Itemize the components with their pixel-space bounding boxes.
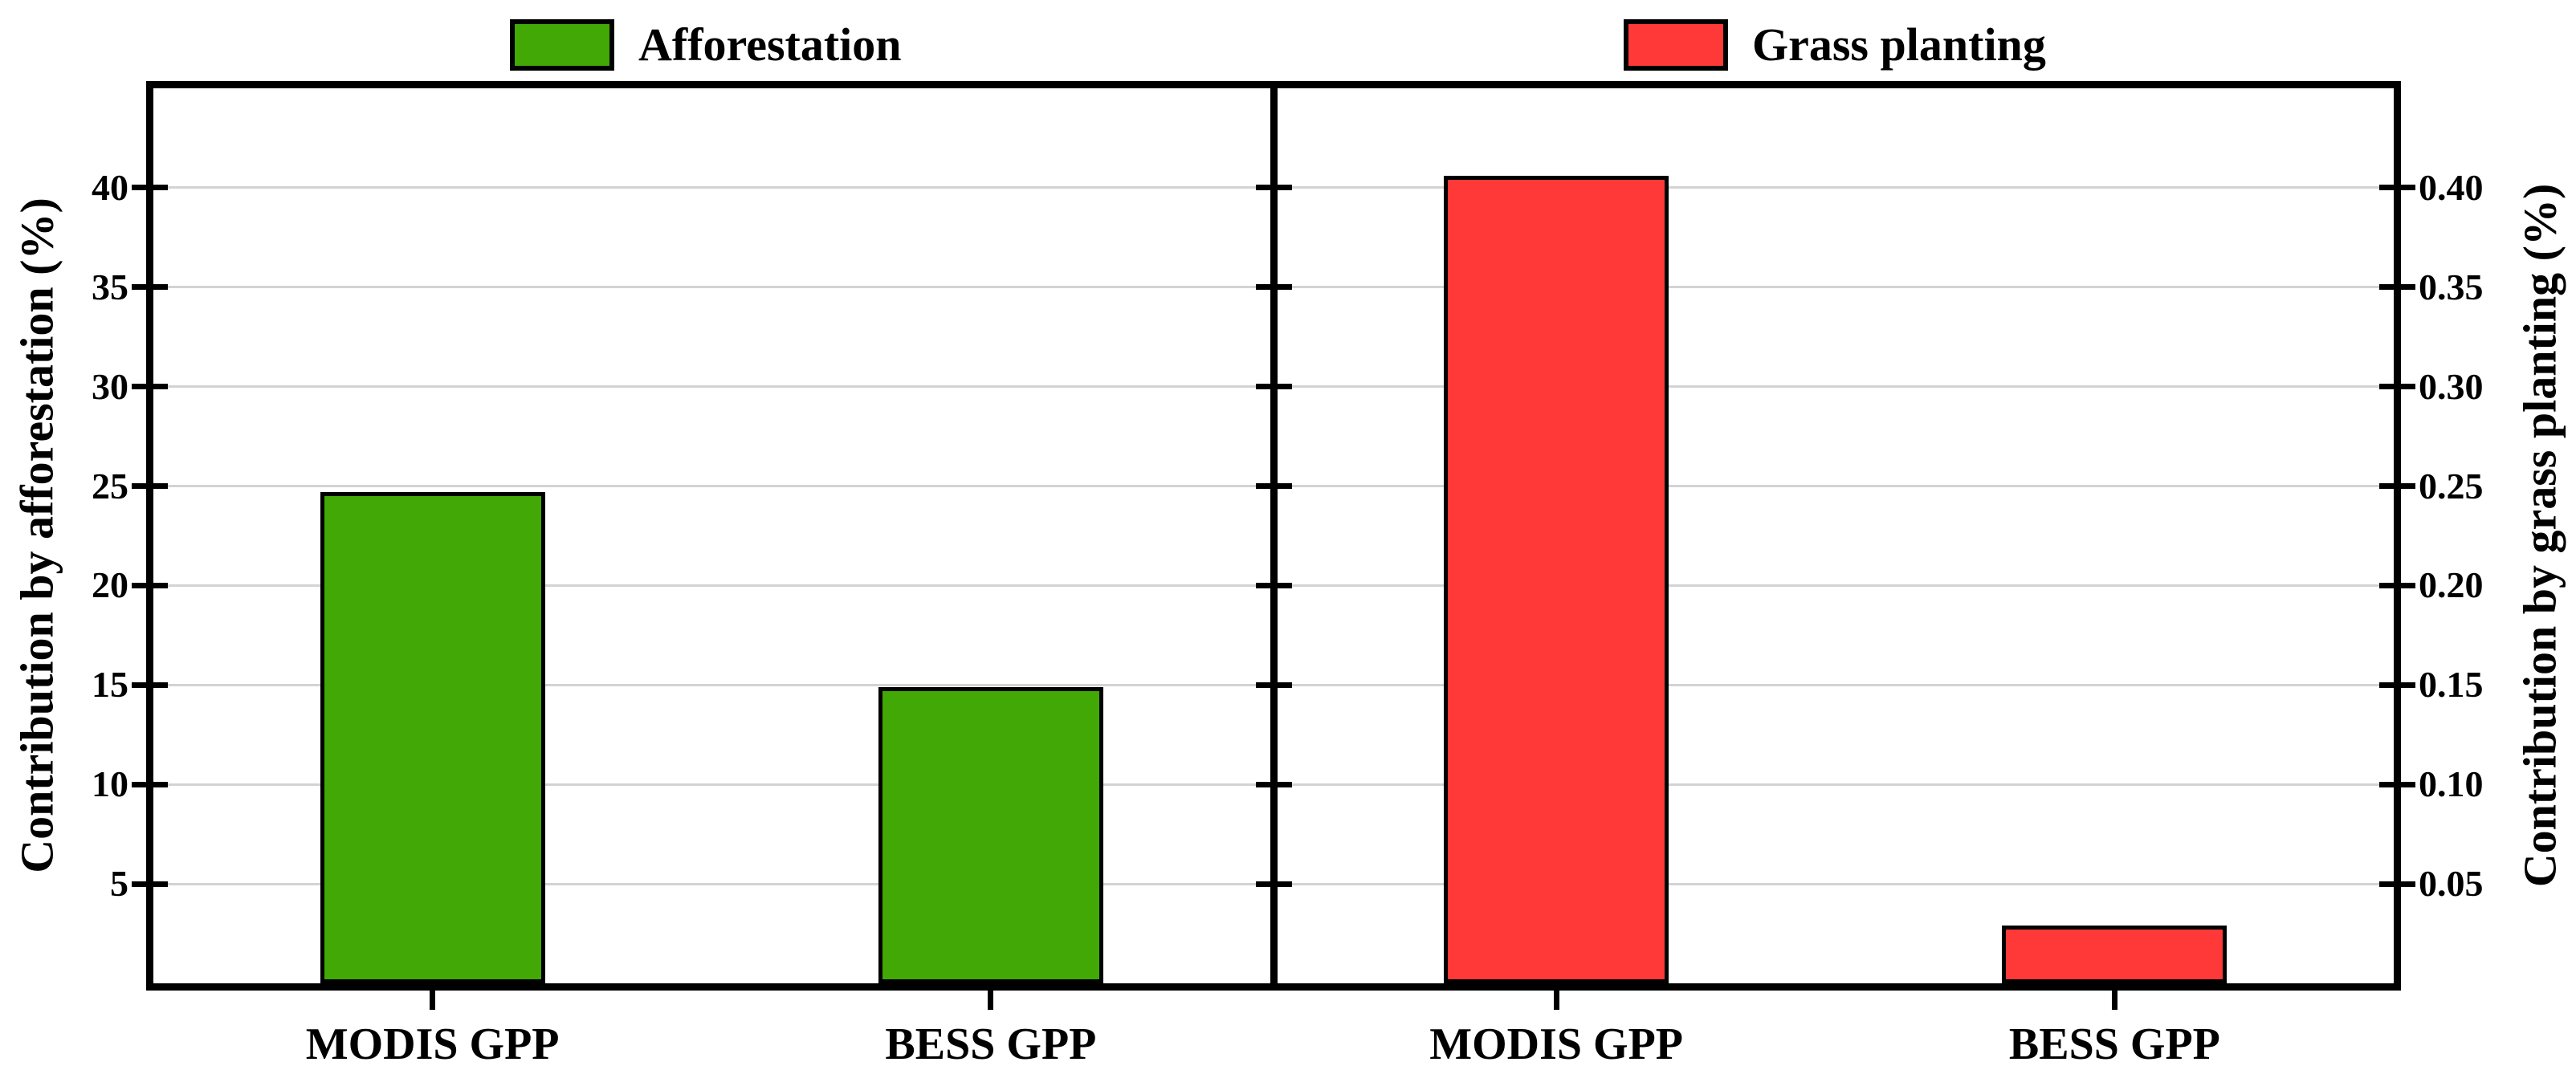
right-spine-tick xyxy=(2379,185,2415,191)
y-tick-label-left: 5 xyxy=(110,863,128,905)
right-spine-tick xyxy=(2379,781,2415,787)
divider-tick xyxy=(1255,682,1292,688)
y-tick-label-left: 40 xyxy=(92,166,128,208)
left-spine-tick xyxy=(132,582,168,588)
left-spine-tick xyxy=(132,781,168,787)
left-spine-tick xyxy=(132,483,168,490)
x-tick-mark xyxy=(430,983,436,1010)
x-tick-mark xyxy=(1553,983,1559,1010)
y-tick-label-right: 0.35 xyxy=(2419,266,2484,307)
right-spine-tick xyxy=(2379,384,2415,390)
legend-afforestation: Afforestation xyxy=(510,14,902,75)
left-spine-tick xyxy=(132,384,168,390)
x-label-modis-gpp: MODIS GPP xyxy=(1429,1019,1683,1066)
x-tick-mark xyxy=(2111,983,2117,1010)
y-tick-label-left: 15 xyxy=(92,664,128,706)
left-spine-tick xyxy=(132,185,168,191)
plot-area: 5 10 15 20 25 30 35 40 MODIS GPP BESS GPP 0.05 0.10… xyxy=(92,81,2484,1066)
left-spine-tick xyxy=(132,682,168,688)
y-tick-label-right: 0.15 xyxy=(2419,664,2484,706)
y-tick-label-left: 20 xyxy=(92,564,128,606)
divider-tick xyxy=(1255,384,1292,390)
divider-tick xyxy=(1255,881,1292,887)
y-tick-label-right: 0.20 xyxy=(2419,564,2484,606)
divider-tick xyxy=(1255,781,1292,787)
divider-tick xyxy=(1255,284,1292,291)
y-tick-label-right: 0.30 xyxy=(2419,365,2484,407)
y-tick-label-left: 25 xyxy=(92,465,128,507)
bar-afforestation-bess-gpp xyxy=(878,686,1103,983)
divider-tick xyxy=(1255,582,1292,588)
y-tick-label-right: 0.40 xyxy=(2419,166,2484,208)
bar-afforestation-modis-gpp xyxy=(320,492,545,983)
right-spine-tick xyxy=(2379,682,2415,688)
legend-label-grass-planting: Grass planting xyxy=(1752,18,2046,71)
divider-tick xyxy=(1255,483,1292,490)
y-tick-label-left: 35 xyxy=(92,266,128,307)
x-label-bess-gpp: BESS GPP xyxy=(885,1019,1097,1066)
bar-grass-planting-bess-gpp xyxy=(2002,926,2228,983)
x-label-modis-gpp: MODIS GPP xyxy=(305,1019,560,1066)
divider-tick xyxy=(1255,185,1292,191)
y-tick-label-right: 0.10 xyxy=(2419,763,2484,805)
x-tick-mark xyxy=(988,983,994,1010)
legend-grass-planting: Grass planting xyxy=(1624,14,2046,75)
x-label-bess-gpp: BESS GPP xyxy=(2008,1019,2220,1066)
legend-label-afforestation: Afforestation xyxy=(638,18,902,71)
left-spine-tick xyxy=(132,881,168,887)
bar-grass-planting-modis-gpp xyxy=(1444,176,1669,983)
right-spine-tick xyxy=(2379,881,2415,887)
right-spine-tick xyxy=(2379,483,2415,490)
y-tick-label-right: 0.05 xyxy=(2419,863,2484,905)
y-tick-label-left: 10 xyxy=(92,763,128,805)
right-spine-tick xyxy=(2379,284,2415,291)
right-spine-tick xyxy=(2379,582,2415,588)
left-spine-tick xyxy=(132,284,168,291)
y-tick-label-right: 0.25 xyxy=(2419,465,2484,507)
afforestation-swatch-icon xyxy=(510,19,614,71)
y-tick-label-left: 30 xyxy=(92,365,128,407)
grass-planting-swatch-icon xyxy=(1624,19,1728,71)
panel-divider xyxy=(1270,88,1278,983)
